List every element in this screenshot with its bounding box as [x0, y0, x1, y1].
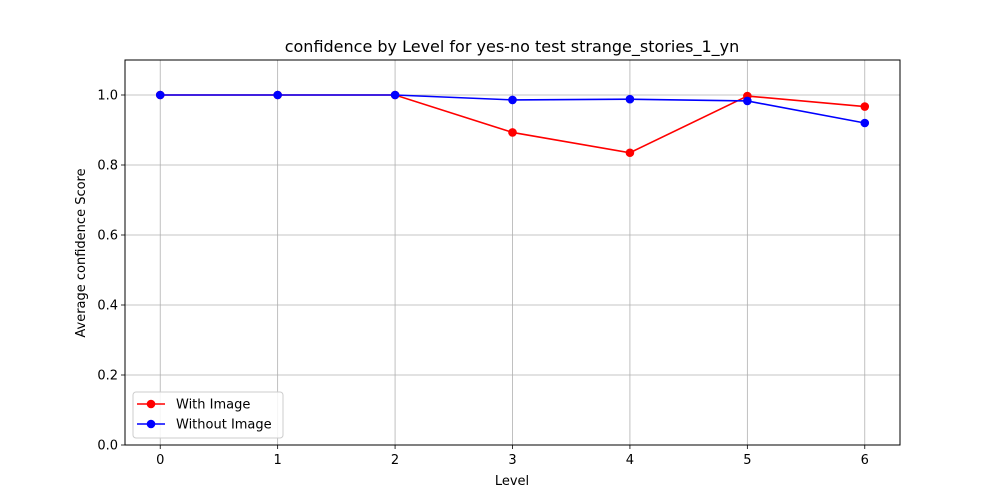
y-tick-label: 0.8: [97, 159, 118, 174]
x-tick-label: 5: [743, 453, 751, 468]
data-point-without-image: [860, 118, 870, 128]
legend-marker-without-image: [146, 419, 156, 429]
data-point-without-image: [390, 90, 400, 100]
data-point-with-image: [508, 128, 517, 137]
x-tick-label: 6: [861, 453, 869, 468]
data-point-with-image: [625, 148, 635, 158]
data-point-without-image: [743, 96, 752, 106]
legend-marker-with-image: [146, 399, 156, 409]
y-axis-label: Average confidence Score: [74, 168, 89, 337]
x-tick-label: 2: [391, 453, 399, 468]
axes: 0 1 2 3 4 5 6 0.0 0.2 0.4 0.6 0.8 1.0: [97, 59, 901, 468]
legend-box: [132, 391, 284, 439]
data-point-without-image: [273, 90, 282, 100]
legend: With Image Without Image: [132, 391, 284, 439]
chart-title: confidence by Level for yes-no test stra…: [285, 37, 740, 57]
data-point-without-image: [508, 95, 517, 105]
y-tick-label: 0.2: [97, 369, 118, 384]
data-point-without-image: [155, 90, 165, 100]
legend-label-with-image: With Image: [176, 398, 250, 413]
grid: [125, 60, 900, 446]
x-axis-label: Level: [495, 474, 529, 489]
y-tick-label: 0.6: [97, 229, 118, 244]
data-point-with-image: [860, 102, 870, 111]
plot-frame: [124, 59, 901, 446]
legend-label-without-image: Without Image: [176, 418, 272, 433]
y-tick-label: 0.4: [97, 299, 118, 314]
x-tick-label: 3: [508, 453, 516, 468]
data-point-without-image: [625, 94, 635, 104]
series-lines: [155, 90, 870, 158]
x-tick-label: 0: [156, 453, 164, 468]
y-tick-label: 0.0: [97, 439, 118, 454]
y-tick-label: 1.0: [97, 89, 118, 104]
x-tick-label: 4: [626, 453, 634, 468]
x-tick-label: 1: [274, 453, 282, 468]
